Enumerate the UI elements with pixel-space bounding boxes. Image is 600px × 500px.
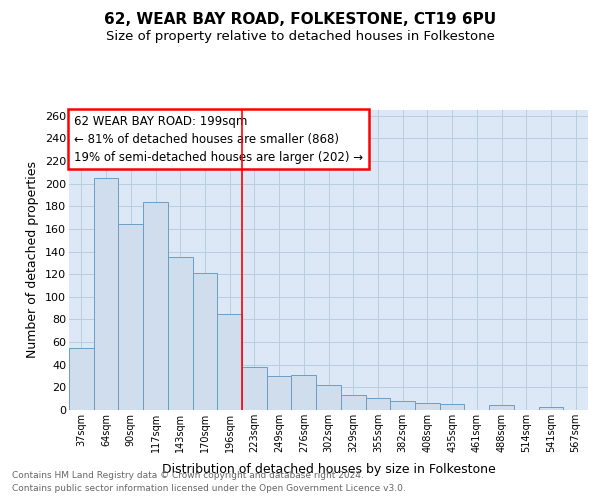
Text: 62, WEAR BAY ROAD, FOLKESTONE, CT19 6PU: 62, WEAR BAY ROAD, FOLKESTONE, CT19 6PU (104, 12, 496, 28)
Bar (390, 401, 415, 410)
Bar (316, 385, 341, 410)
Bar (539, 406, 563, 410)
Bar (365, 398, 390, 410)
Text: 62 WEAR BAY ROAD: 199sqm
← 81% of detached houses are smaller (868)
19% of semi-: 62 WEAR BAY ROAD: 199sqm ← 81% of detach… (74, 114, 364, 164)
Bar (69, 348, 94, 410)
Bar (118, 224, 143, 410)
Bar (143, 202, 168, 410)
Bar (217, 314, 242, 410)
Bar (415, 403, 440, 410)
X-axis label: Distribution of detached houses by size in Folkestone: Distribution of detached houses by size … (161, 464, 496, 476)
Y-axis label: Number of detached properties: Number of detached properties (26, 162, 40, 358)
Bar (267, 376, 292, 410)
Bar (242, 367, 267, 410)
Text: Contains HM Land Registry data © Crown copyright and database right 2024.: Contains HM Land Registry data © Crown c… (12, 470, 364, 480)
Bar (489, 406, 514, 410)
Bar (440, 404, 464, 410)
Bar (94, 178, 118, 410)
Bar (193, 273, 217, 410)
Bar (341, 396, 365, 410)
Bar (292, 375, 316, 410)
Bar (168, 257, 193, 410)
Text: Size of property relative to detached houses in Folkestone: Size of property relative to detached ho… (106, 30, 494, 43)
Text: Contains public sector information licensed under the Open Government Licence v3: Contains public sector information licen… (12, 484, 406, 493)
